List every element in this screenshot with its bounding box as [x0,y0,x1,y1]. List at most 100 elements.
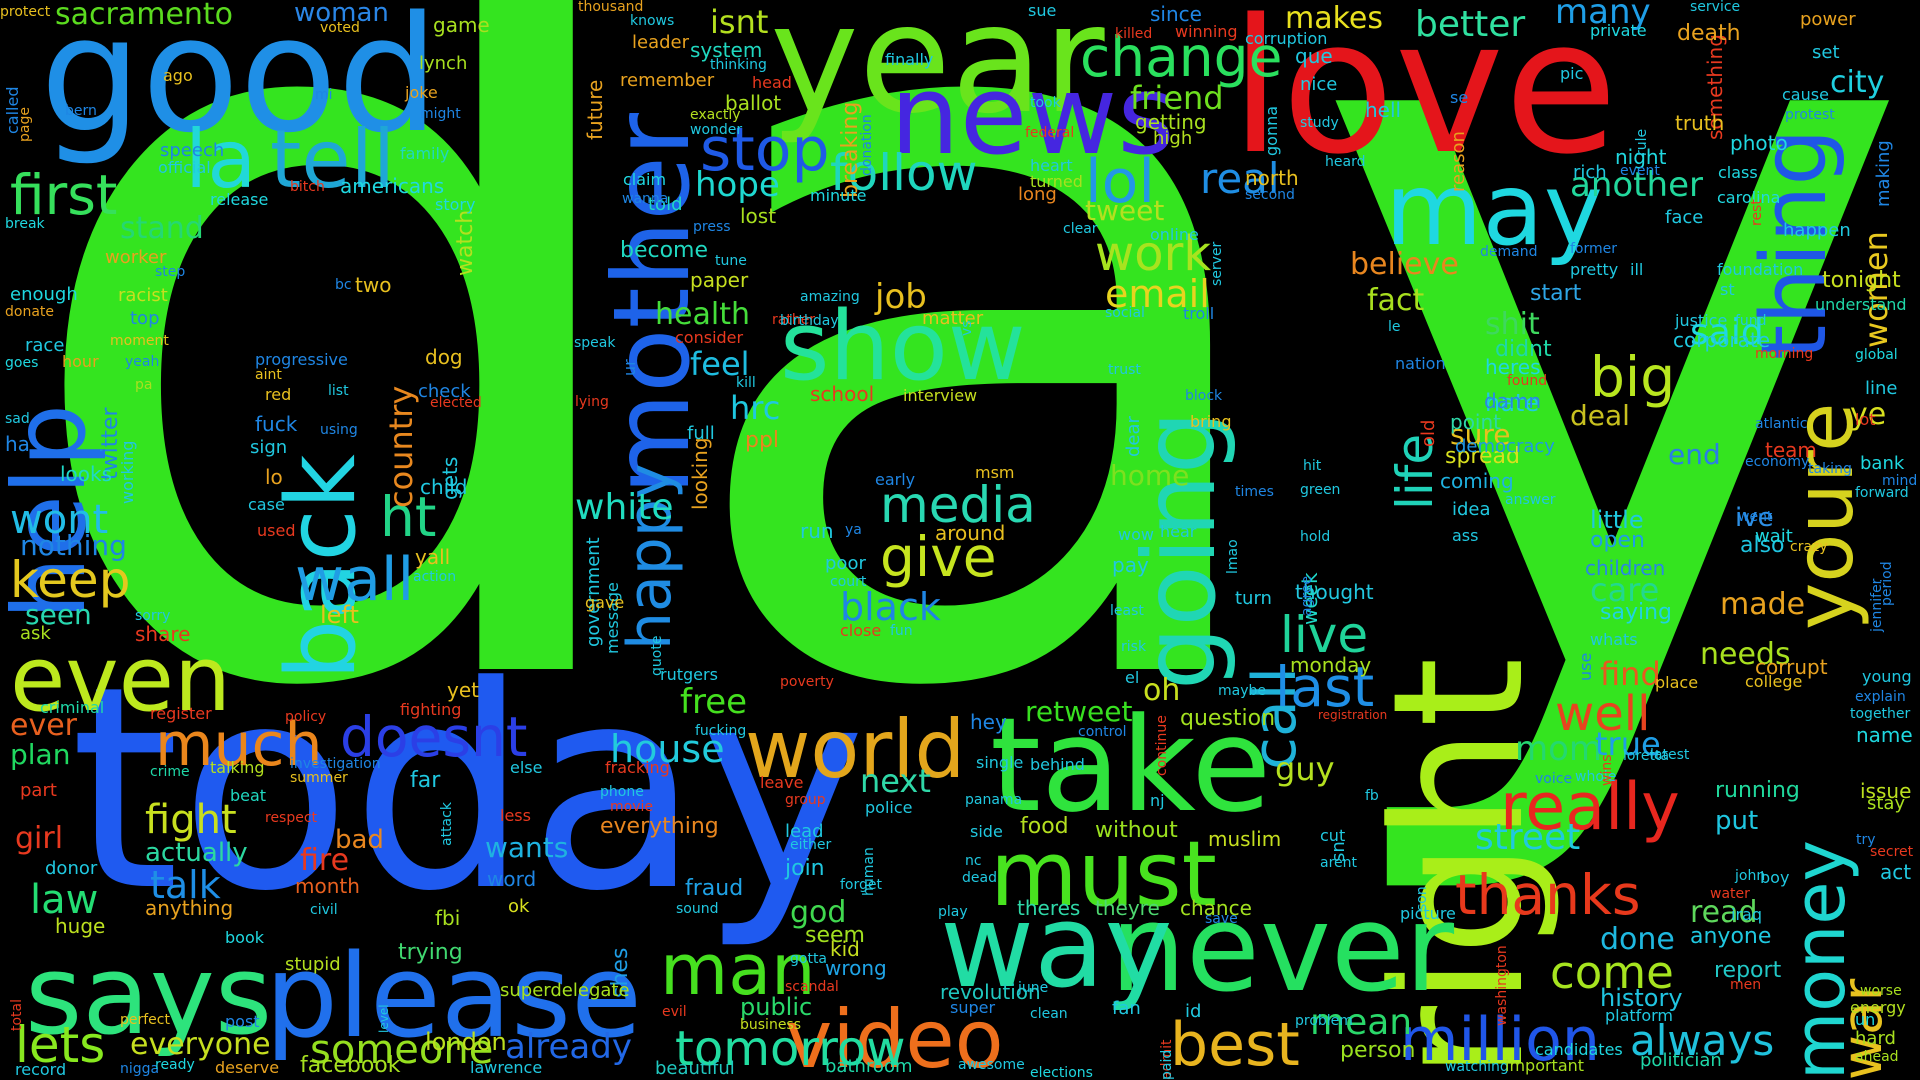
word-respect: respect [265,810,318,826]
word-game: game [433,13,490,37]
word-join: join [785,856,825,881]
word-plan: plan [10,738,71,771]
word-thousand: thousand [578,0,644,15]
word-fraud: fraud [685,876,744,901]
word-whole: whole [1575,769,1617,785]
word-school: school [810,382,875,406]
word-take: take [990,689,1272,841]
word-care: care [1590,571,1660,609]
word-wrong: wrong [825,956,887,980]
word-getting: getting [1135,110,1207,134]
word-done: done [1600,922,1675,957]
word-water: water [1710,886,1750,902]
word-fact: fact [1367,283,1425,318]
word-service: service [1690,0,1741,15]
word-paid: paid [1159,1049,1175,1080]
word-wont: wont [10,497,109,543]
word-donor: donor [45,858,98,879]
word-worse: worse [1860,983,1902,999]
word-play: play [938,904,968,920]
word-video: video [785,993,1004,1080]
word-share: share [135,622,191,646]
word-city: city [1830,65,1885,100]
word-police: police [865,798,913,817]
word-hate: hate [1485,389,1540,417]
word-killed: killed [1115,26,1153,42]
word-deal: deal [1570,399,1630,432]
word-ready: ready [155,1057,195,1073]
word-god: god [790,895,847,930]
word-today: today [70,627,867,953]
word-friend: friend [1130,79,1224,117]
word-coming: coming [1440,469,1514,493]
word-goes: goes [5,355,39,371]
word-run: run [800,519,834,543]
word-year: year [770,0,1105,147]
word-vs: vs [959,320,975,336]
word-race: race [25,335,65,356]
word-period: period [1879,561,1895,606]
word-ha: ha [5,432,30,456]
word-girl: girl [15,821,64,856]
word-dear: dear [1123,416,1144,457]
word-tomorrow: tomorrow [675,1021,906,1077]
word-bern: bern [65,103,97,119]
word-phone: phone [600,784,644,800]
word-understand: understand [1815,295,1907,314]
word-everyone: everyone [130,1027,271,1062]
word-latest: latest [1650,747,1690,763]
word-maybe: maybe [1218,683,1267,699]
word-important: important [1505,1056,1585,1075]
word-seem: seem [805,923,865,948]
word-wait: wait [1755,526,1793,547]
word-act: act [1880,860,1912,884]
word-agree: agree [1299,575,1315,616]
word-well: well [1555,686,1651,742]
word-donate: donate [5,304,55,320]
word-paper: paper [690,268,749,292]
word-le: le [1388,319,1401,335]
word-news: news [890,51,1175,179]
word-cut: cut [1320,826,1346,845]
word-post: post [225,1012,260,1031]
word-mom: mom [1515,729,1603,769]
word-says: says [25,931,273,1059]
word-hit: hit [1303,458,1322,474]
word-used: used [257,521,296,540]
word-white: white [575,487,674,528]
word-try: try [1856,832,1876,848]
word-elected: elected [430,395,482,411]
word-dog: dog [425,345,463,369]
word-id: id [1185,1001,1202,1022]
word-give: give [880,525,997,589]
word-civil: civil [310,902,338,918]
word-global: global [1855,347,1898,363]
word-word: word [487,867,537,891]
word-retweet: retweet [1025,695,1133,728]
word-working: working [118,440,137,504]
word-se: se [1450,88,1469,107]
word-fracking: fracking [605,758,670,777]
word-rutgers: rutgers [660,665,718,684]
word-gave: gave [585,593,625,612]
word-system: system [690,38,763,62]
word-last: last [1275,655,1375,719]
word-behind: behind [1030,755,1085,774]
word-old: old [1418,419,1439,447]
word-children: children [1585,556,1666,580]
word-already: already [505,1027,632,1067]
word-economy: economy [1745,454,1810,470]
word-way: way [940,880,1173,1014]
word-team: team [1765,438,1817,462]
word-follow: follow [830,144,978,202]
word-official: official [158,158,211,177]
word-become: become [620,238,709,263]
word-knows: knows [630,13,675,29]
word-moment: moment [110,333,169,349]
word-la: la [185,113,257,206]
word-seen: seen [25,598,92,631]
word-monday: monday [1290,653,1372,677]
word-st: st [1720,280,1735,299]
word-hour: hour [62,352,99,371]
word-many: many [1555,0,1651,32]
